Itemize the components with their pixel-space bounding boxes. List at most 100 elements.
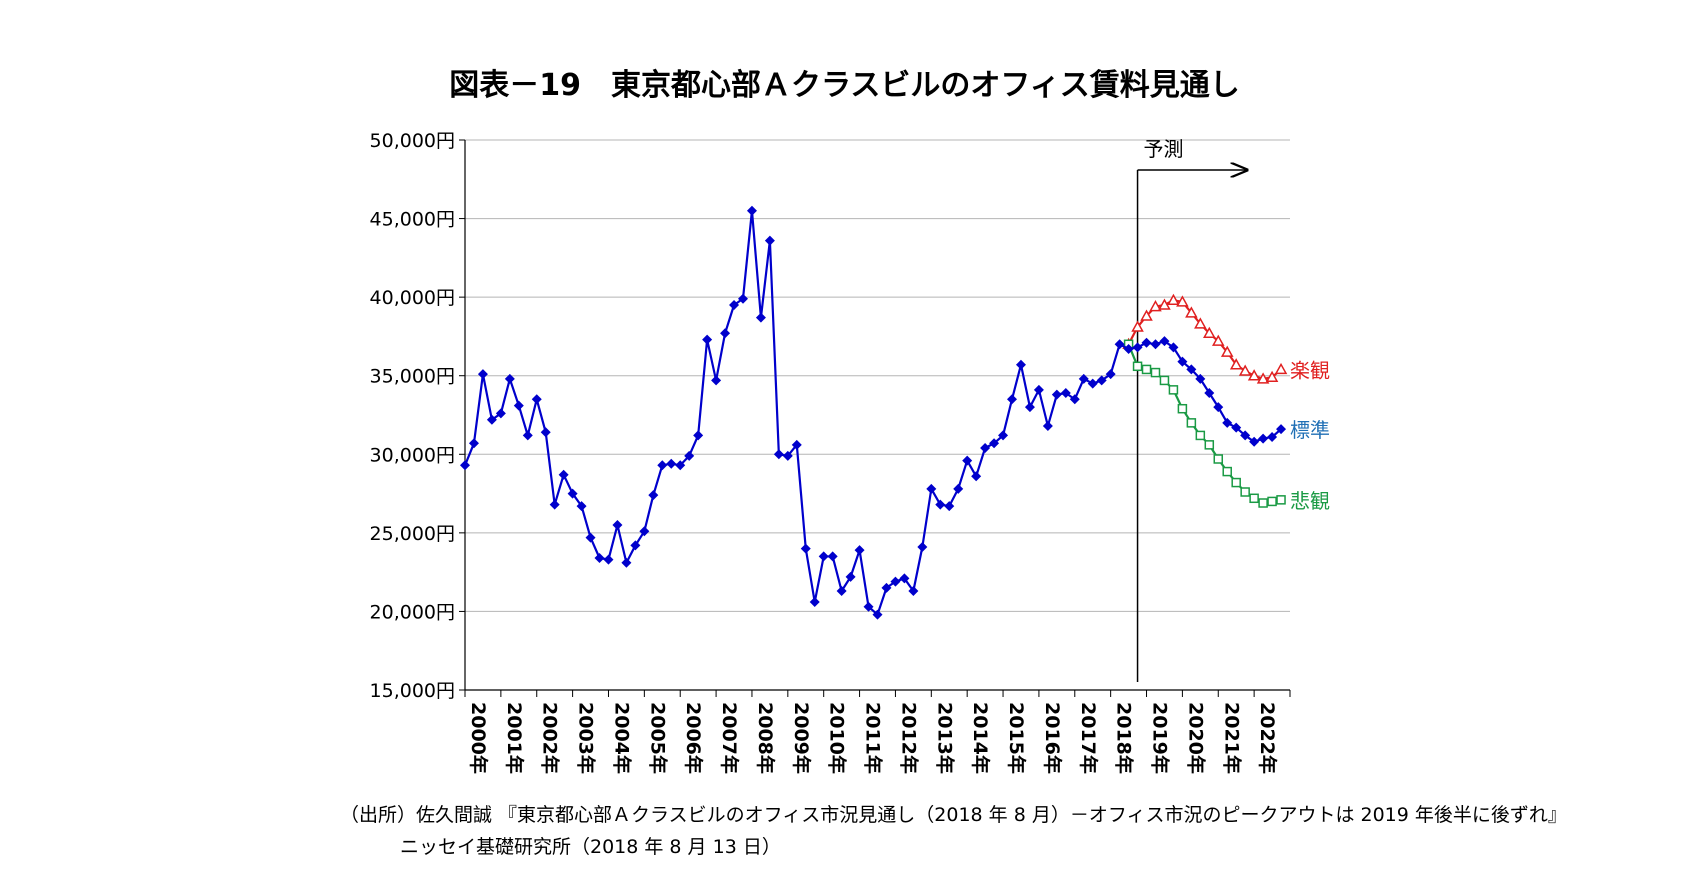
series-line [1127, 299, 1282, 380]
data-point [549, 499, 560, 510]
series-diamond [460, 205, 1287, 620]
data-point [809, 597, 820, 607]
data-point [1258, 498, 1268, 508]
data-point [603, 554, 614, 565]
data-point [576, 501, 587, 512]
data-point [1033, 384, 1044, 395]
data-point [962, 455, 973, 466]
data-point [827, 551, 838, 562]
data-point [1185, 306, 1198, 318]
data-point [1204, 388, 1215, 398]
data-point [612, 520, 623, 530]
data-point [1220, 345, 1234, 357]
data-point [729, 300, 740, 310]
data-point [998, 430, 1009, 441]
x-tick-label: 2015年 [1005, 702, 1028, 774]
data-point [1140, 309, 1153, 321]
data-point [1131, 320, 1144, 332]
data-point [746, 205, 757, 216]
data-point [890, 576, 901, 587]
data-point [630, 540, 641, 551]
data-point [1078, 373, 1089, 384]
data-point [495, 408, 506, 419]
x-tick-label: 2008年 [754, 702, 777, 774]
data-point [1231, 422, 1242, 433]
x-tick-label: 2002年 [539, 702, 562, 774]
data-point [684, 450, 695, 461]
y-tick-label: 40,000円 [370, 287, 455, 309]
data-point [1132, 361, 1143, 372]
data-point [755, 312, 766, 323]
x-tick-label: 2000年 [467, 702, 490, 774]
data-point [935, 499, 946, 510]
data-point [1258, 433, 1269, 444]
x-tick-label: 2012年 [897, 702, 920, 774]
data-point [504, 373, 515, 384]
data-point [1141, 337, 1152, 348]
data-point [1150, 367, 1161, 378]
data-point [854, 545, 865, 556]
series-line [463, 209, 1282, 616]
data-point [944, 501, 955, 512]
data-point [953, 483, 964, 494]
data-point [1024, 402, 1035, 413]
series-layer [460, 205, 1288, 620]
series-triangle [1122, 293, 1288, 384]
data-point [1150, 339, 1161, 350]
data-point [513, 400, 524, 411]
data-point [773, 449, 784, 460]
x-tick-label: 2010年 [826, 702, 849, 774]
data-point [782, 450, 793, 461]
data-point [1194, 317, 1207, 329]
data-point [1105, 369, 1116, 380]
data-point [1177, 356, 1188, 367]
data-point [1274, 362, 1288, 375]
data-point [1176, 295, 1189, 307]
data-point [1195, 430, 1206, 441]
data-point [1203, 326, 1216, 339]
data-point [1159, 375, 1170, 386]
data-point [1204, 440, 1215, 450]
data-point [1158, 298, 1171, 310]
data-point [1238, 364, 1252, 376]
data-point [836, 586, 847, 596]
data-point [908, 586, 919, 596]
data-point [1222, 417, 1233, 428]
data-point [1249, 436, 1260, 447]
data-point [737, 293, 748, 304]
forecast-marker [1136, 170, 1247, 682]
data-point [1186, 418, 1197, 428]
data-point [477, 369, 488, 380]
data-point [1267, 432, 1278, 442]
data-point [648, 490, 659, 501]
source-line-1: （出所）佐久間誠 『東京都心部Ａクラスビルのオフィス市況見通し（2018 年 8… [340, 804, 1567, 826]
data-point [926, 483, 937, 494]
data-point [702, 334, 713, 345]
grid-lines [465, 139, 1290, 612]
data-point [1159, 336, 1170, 347]
x-tick-label: 2017年 [1077, 702, 1100, 774]
data-point [522, 430, 533, 441]
x-tick-label: 2019年 [1149, 702, 1172, 774]
data-point [486, 414, 497, 425]
data-point [621, 557, 632, 568]
data-point [1051, 389, 1062, 400]
x-tick-label: 2001年 [503, 702, 526, 774]
y-tick-label: 50,000円 [370, 130, 455, 152]
data-point [1087, 378, 1098, 389]
data-point [764, 235, 775, 246]
series-label: 悲観 [1290, 489, 1330, 513]
data-point [1256, 372, 1270, 384]
data-point [675, 460, 686, 471]
data-point [558, 469, 569, 480]
data-point [693, 430, 704, 441]
data-point [980, 443, 991, 453]
data-point [1015, 359, 1026, 370]
data-point [1265, 370, 1279, 383]
x-tick-label: 2007年 [718, 702, 741, 774]
data-point [917, 542, 928, 552]
x-tick-label: 2020年 [1184, 702, 1207, 774]
data-point [845, 571, 856, 582]
data-point [989, 438, 1000, 449]
